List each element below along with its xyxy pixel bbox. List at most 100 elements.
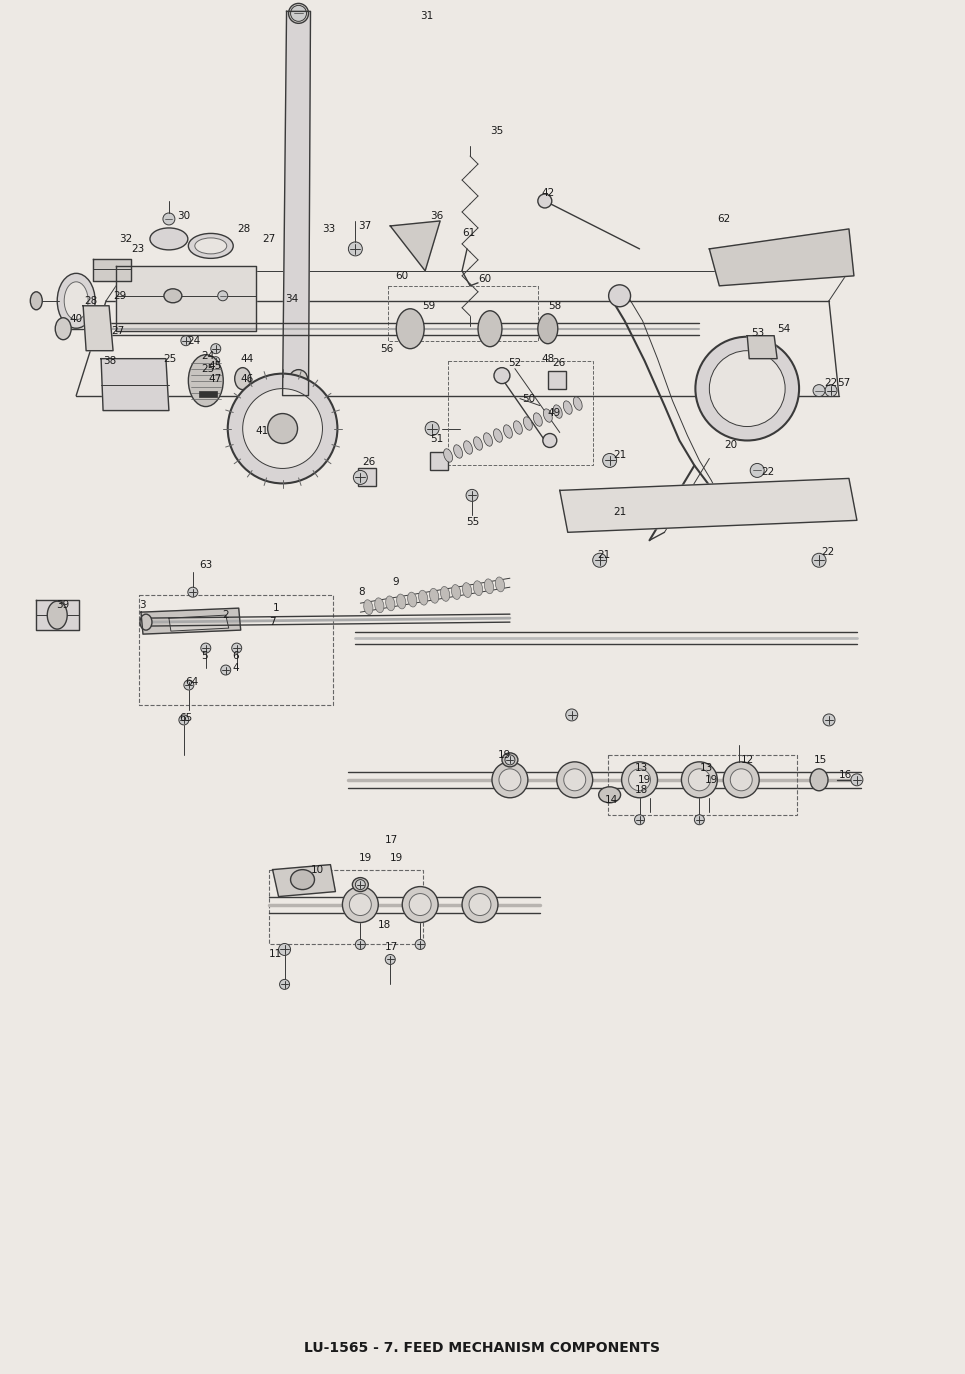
Circle shape	[228, 374, 338, 484]
Circle shape	[385, 955, 396, 965]
Text: 21: 21	[597, 550, 611, 561]
Ellipse shape	[55, 317, 71, 339]
Text: 4: 4	[233, 664, 239, 673]
Text: 9: 9	[392, 577, 399, 587]
Circle shape	[813, 385, 825, 397]
Polygon shape	[272, 864, 336, 897]
Ellipse shape	[553, 405, 563, 418]
Circle shape	[355, 879, 366, 889]
Text: 50: 50	[522, 393, 535, 404]
Text: 59: 59	[422, 301, 435, 311]
Ellipse shape	[386, 596, 395, 611]
Bar	[388, 286, 538, 341]
Ellipse shape	[65, 282, 88, 320]
Circle shape	[343, 886, 378, 922]
Ellipse shape	[493, 429, 503, 442]
Text: 29: 29	[113, 291, 126, 301]
Ellipse shape	[397, 309, 425, 349]
Circle shape	[593, 554, 607, 567]
Text: 42: 42	[541, 188, 555, 198]
Text: 1: 1	[272, 603, 279, 613]
Text: 13: 13	[635, 763, 648, 772]
Text: 41: 41	[256, 426, 269, 436]
Ellipse shape	[484, 578, 493, 594]
Bar	[548, 371, 565, 389]
Text: 17: 17	[385, 943, 399, 952]
Text: 52: 52	[508, 357, 521, 368]
Text: 11: 11	[268, 949, 282, 959]
Circle shape	[688, 769, 710, 791]
Text: 8: 8	[358, 587, 365, 598]
Circle shape	[565, 709, 578, 721]
Text: 15: 15	[814, 754, 827, 765]
Text: 19: 19	[638, 775, 650, 785]
Polygon shape	[560, 478, 857, 532]
Text: 26: 26	[362, 458, 375, 467]
Circle shape	[709, 350, 786, 426]
Circle shape	[426, 422, 439, 436]
Text: 62: 62	[717, 214, 731, 224]
Circle shape	[750, 463, 764, 477]
Text: 61: 61	[462, 228, 476, 238]
Circle shape	[462, 886, 498, 922]
Text: 55: 55	[466, 518, 480, 528]
Bar	[358, 469, 376, 486]
Circle shape	[163, 213, 175, 225]
Ellipse shape	[543, 409, 552, 422]
Text: 27: 27	[262, 234, 276, 245]
Text: 26: 26	[552, 357, 565, 368]
Text: 31: 31	[420, 11, 433, 22]
Text: 60: 60	[396, 271, 408, 280]
Ellipse shape	[523, 416, 533, 430]
Text: 25: 25	[201, 364, 214, 374]
Circle shape	[621, 761, 657, 798]
Ellipse shape	[164, 289, 181, 302]
Text: 45: 45	[208, 360, 222, 371]
Polygon shape	[101, 359, 169, 411]
Circle shape	[179, 714, 189, 725]
Circle shape	[823, 714, 835, 725]
Text: 18: 18	[635, 785, 648, 794]
Circle shape	[415, 940, 426, 949]
Circle shape	[557, 761, 593, 798]
Ellipse shape	[47, 602, 68, 629]
Ellipse shape	[474, 581, 482, 595]
Text: 20: 20	[725, 441, 737, 451]
Text: 28: 28	[237, 224, 251, 234]
Text: 5: 5	[201, 651, 207, 661]
Text: 22: 22	[761, 467, 775, 477]
Circle shape	[353, 470, 368, 485]
Text: 2: 2	[223, 610, 230, 620]
Polygon shape	[390, 221, 440, 271]
Text: 44: 44	[240, 353, 254, 364]
Circle shape	[851, 774, 863, 786]
Ellipse shape	[188, 354, 223, 407]
Polygon shape	[169, 616, 229, 631]
Circle shape	[201, 643, 210, 653]
Circle shape	[695, 815, 704, 824]
Text: 22: 22	[821, 547, 835, 558]
Text: 49: 49	[548, 408, 561, 418]
Ellipse shape	[452, 584, 460, 599]
Text: 36: 36	[430, 212, 443, 221]
Circle shape	[696, 337, 799, 441]
Polygon shape	[116, 265, 256, 331]
Bar	[608, 754, 797, 815]
Text: 47: 47	[208, 374, 222, 383]
Text: 48: 48	[541, 353, 555, 364]
Text: 38: 38	[103, 356, 117, 365]
Text: 60: 60	[478, 273, 491, 284]
Circle shape	[221, 665, 231, 675]
Ellipse shape	[494, 368, 510, 383]
Text: 37: 37	[358, 221, 372, 231]
Bar	[139, 595, 334, 705]
Ellipse shape	[534, 412, 542, 426]
Circle shape	[348, 242, 362, 256]
Polygon shape	[94, 258, 131, 280]
Ellipse shape	[140, 614, 152, 631]
Text: 24: 24	[187, 335, 200, 346]
Ellipse shape	[440, 587, 450, 602]
Polygon shape	[747, 335, 777, 359]
Ellipse shape	[478, 311, 502, 346]
Ellipse shape	[564, 401, 572, 415]
